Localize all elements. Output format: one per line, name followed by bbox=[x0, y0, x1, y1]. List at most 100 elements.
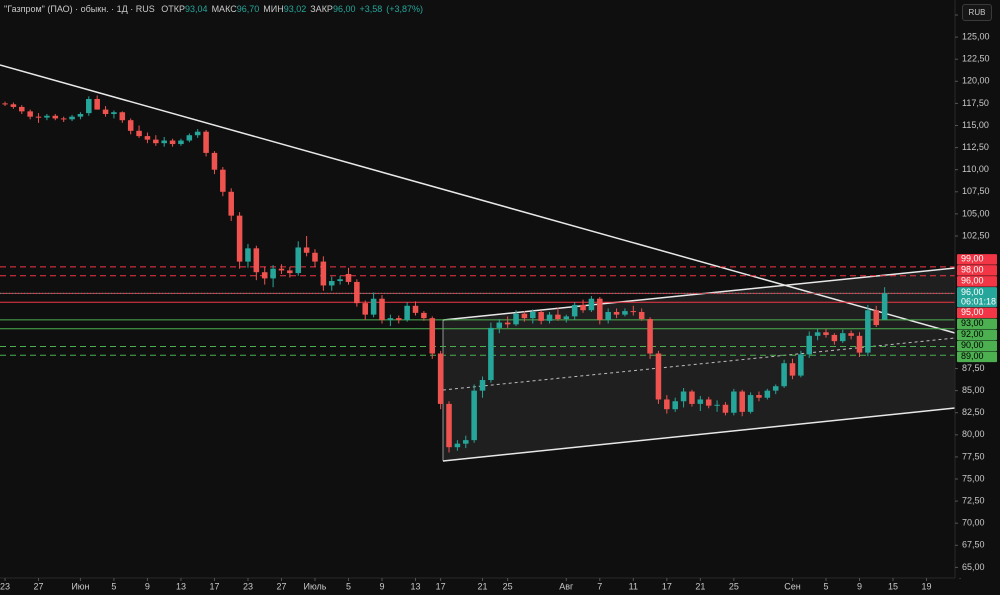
header: "Газпром" (ПАО) · обыкн. · 1Д · RUS ОТКР… bbox=[4, 4, 423, 14]
candle-body bbox=[789, 363, 796, 376]
y-tick-label: 105,00 bbox=[962, 208, 990, 218]
x-tick-label: 11 bbox=[629, 581, 638, 591]
x-tick-label: 17 bbox=[436, 581, 446, 591]
x-tick-label: 27 bbox=[276, 581, 286, 591]
x-tick-label: Июн bbox=[71, 581, 89, 591]
x-tick-label: Авг bbox=[559, 581, 574, 591]
x-tick-label: 17 bbox=[209, 581, 219, 591]
candle-body bbox=[102, 109, 109, 115]
candle-body bbox=[60, 118, 67, 120]
candle-body bbox=[881, 293, 888, 320]
candle-body bbox=[630, 311, 637, 313]
levels bbox=[0, 266, 955, 356]
x-tick-label: 5 bbox=[111, 581, 116, 591]
candle-body bbox=[127, 120, 134, 131]
channel-fill bbox=[443, 268, 955, 461]
price-label-box bbox=[957, 340, 997, 352]
candle-body bbox=[613, 311, 620, 315]
ohlc-key: МИН bbox=[263, 4, 284, 14]
candle-body bbox=[236, 215, 243, 262]
y-tick-label: 82,50 bbox=[962, 407, 985, 417]
x-tick-label: 27 bbox=[34, 581, 44, 591]
candle-body bbox=[856, 335, 863, 353]
level-label: 96,00 bbox=[961, 276, 984, 286]
candle-body bbox=[638, 311, 645, 320]
level-label: 90,00 bbox=[961, 340, 984, 350]
candle-body bbox=[19, 106, 25, 112]
candle-body bbox=[479, 380, 486, 391]
candle-body bbox=[287, 270, 293, 274]
candle-body bbox=[194, 131, 201, 136]
candle-body bbox=[328, 281, 335, 286]
y-tick-label: 70,00 bbox=[962, 518, 985, 528]
candle-body bbox=[839, 333, 846, 342]
candle-body bbox=[647, 319, 653, 354]
level-label: 98,00 bbox=[961, 265, 984, 275]
x-tick-label: Июль bbox=[303, 581, 326, 591]
drawings bbox=[0, 64, 956, 462]
y-tick-label: 122,50 bbox=[962, 54, 990, 64]
y-tick-label: 112,50 bbox=[962, 142, 989, 152]
x-tick-label: 13 bbox=[411, 581, 421, 591]
candle-body bbox=[496, 322, 503, 328]
x-tick-label: 21 bbox=[478, 581, 488, 591]
trend-line bbox=[0, 64, 956, 334]
candle-body bbox=[756, 395, 762, 398]
candle-body bbox=[781, 363, 787, 387]
y-tick-label: 85,00 bbox=[962, 385, 985, 395]
ohlc-value: 96,00 bbox=[332, 4, 356, 14]
candle-body bbox=[722, 404, 729, 413]
candle-body bbox=[136, 130, 142, 137]
level-label: 95,00 bbox=[961, 307, 984, 317]
candle-body bbox=[211, 152, 218, 170]
x-tick-label: 25 bbox=[503, 581, 513, 591]
candle-body bbox=[429, 318, 436, 354]
x-tick-label: 17 bbox=[662, 581, 672, 591]
x-tick-label: 21 bbox=[695, 581, 705, 591]
price-label-box bbox=[957, 307, 997, 319]
x-tick-label: 9 bbox=[145, 581, 150, 591]
candle-body bbox=[94, 98, 100, 110]
candle-body bbox=[764, 390, 771, 398]
candle-body bbox=[530, 311, 536, 319]
candle-body bbox=[169, 140, 176, 145]
x-tick-label: Сен bbox=[784, 581, 801, 591]
y-tick-label: 120,00 bbox=[962, 76, 990, 86]
x-tick-label: 13 bbox=[176, 581, 186, 591]
candle-body bbox=[178, 140, 184, 145]
candle-body bbox=[379, 298, 385, 320]
ohlc-value: 93,04 bbox=[185, 4, 208, 14]
candle-body bbox=[111, 112, 117, 115]
candle-body bbox=[10, 104, 17, 107]
x-tick-label: 23 bbox=[0, 581, 10, 591]
candle-body bbox=[354, 281, 360, 304]
y-tick-label: 115,00 bbox=[962, 120, 989, 130]
candle-body bbox=[295, 247, 301, 274]
candle-body bbox=[672, 401, 678, 410]
candle-body bbox=[69, 116, 75, 120]
candle-body bbox=[52, 115, 59, 119]
candle-body bbox=[270, 268, 276, 279]
countdown: 06:01:18 bbox=[961, 296, 996, 306]
candle-body bbox=[739, 391, 745, 412]
ohlc-key: ОТКР bbox=[161, 4, 186, 14]
y-tick-label: 80,00 bbox=[962, 429, 985, 439]
candle-body bbox=[421, 312, 427, 319]
change-percent: (+3,87%) bbox=[386, 4, 424, 14]
price-label-box bbox=[957, 329, 997, 341]
candle-body bbox=[412, 305, 419, 313]
candle-body bbox=[563, 316, 570, 320]
y-tick-label: 87,50 bbox=[962, 363, 985, 373]
y-tick-label: 65,00 bbox=[962, 562, 985, 572]
candle-body bbox=[680, 391, 687, 402]
last-price-label: 96,00 bbox=[961, 287, 984, 297]
price-label-box bbox=[957, 265, 997, 276]
candle-body bbox=[772, 386, 779, 391]
candle-body bbox=[580, 304, 586, 311]
candle-body bbox=[437, 353, 444, 404]
currency-button[interactable]: RUB bbox=[962, 4, 992, 21]
candle-body bbox=[161, 140, 167, 144]
candle-body bbox=[463, 440, 469, 444]
candle-body bbox=[44, 115, 50, 118]
